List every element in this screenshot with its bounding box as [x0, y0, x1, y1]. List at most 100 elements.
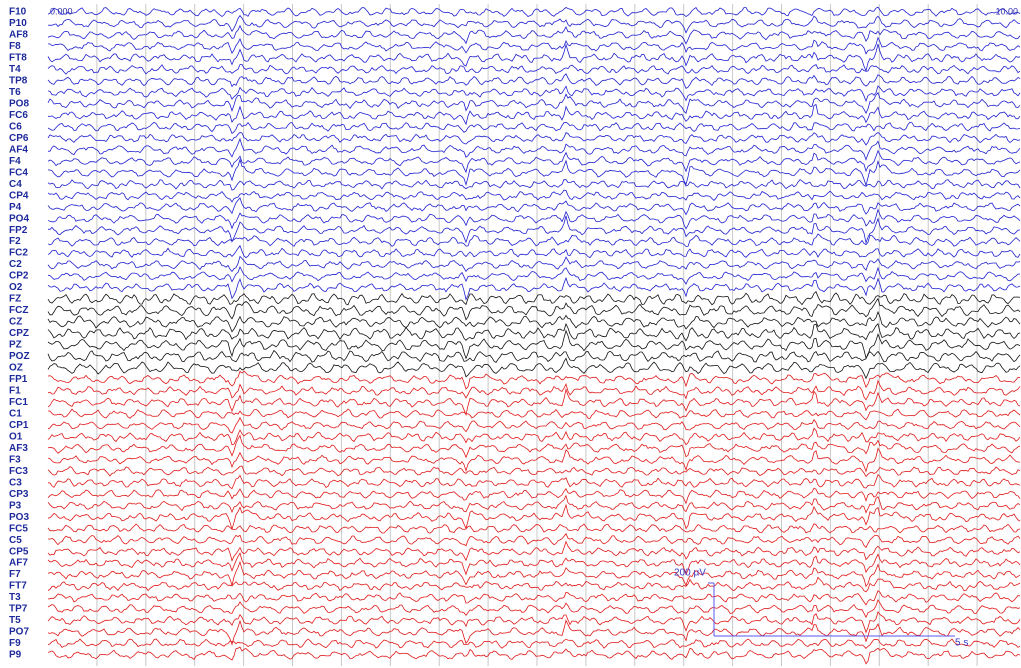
channel-label: P4 [9, 202, 22, 213]
channel-label: PO3 [9, 512, 29, 523]
eeg-trace [47, 619, 1021, 646]
channel-label: T6 [9, 87, 21, 98]
eeg-trace [47, 266, 1021, 285]
eeg-trace [47, 533, 1021, 549]
channel-labels: F10P10AF8F8FT8T4TP8T6PO8FC6C6CP6AF4F4FC4… [9, 7, 30, 661]
eeg-trace [47, 158, 1021, 187]
channel-label: F2 [9, 236, 21, 247]
channel-label: CP3 [9, 489, 29, 500]
channel-label: TP7 [9, 604, 28, 615]
eeg-trace [47, 646, 1021, 665]
channel-label: F9 [9, 638, 21, 649]
eeg-trace [47, 6, 1021, 18]
channel-label: C1 [9, 409, 22, 420]
eeg-trace [47, 255, 1021, 273]
eeg-trace [47, 503, 1021, 531]
time-grid [96, 4, 978, 666]
channel-label: CP1 [9, 420, 29, 431]
start-time: 0.000 [50, 6, 73, 16]
channel-label: PO8 [9, 99, 29, 110]
eeg-trace [47, 85, 1021, 103]
channel-label: FP1 [9, 374, 28, 385]
channel-label: FC3 [9, 466, 28, 477]
channel-label: F4 [9, 156, 21, 167]
time-label: 5 s [955, 638, 968, 649]
channel-label: POZ [9, 351, 30, 362]
channel-label: FT7 [9, 581, 27, 592]
eeg-trace [47, 349, 1021, 363]
end-time: 10.00 [995, 6, 1018, 16]
eeg-trace [47, 104, 1021, 126]
eeg-trace [47, 387, 1021, 417]
eeg-trace [47, 427, 1021, 446]
channel-label: CP6 [9, 133, 29, 144]
eeg-trace [47, 416, 1021, 434]
channel-label: P3 [9, 500, 22, 511]
eeg-trace [47, 189, 1021, 203]
eeg-trace [47, 322, 1021, 342]
channel-label: F10 [9, 7, 27, 18]
eeg-trace [47, 447, 1020, 473]
channel-label: PO4 [9, 213, 29, 224]
eeg-trace [47, 611, 1021, 634]
channel-label: FC5 [9, 523, 28, 534]
eeg-trace [47, 329, 1021, 360]
eeg-trace [47, 14, 1021, 34]
eeg-trace [47, 179, 1021, 191]
channel-label: OZ [9, 363, 23, 374]
channel-label: AF8 [9, 30, 28, 41]
eeg-trace [47, 215, 1021, 245]
eeg-trace [47, 590, 1021, 606]
channel-label: CP4 [9, 190, 29, 201]
eeg-trace [47, 552, 1021, 576]
channel-label: FP2 [9, 225, 28, 236]
eeg-trace [47, 36, 1021, 55]
channel-label: FC6 [9, 110, 28, 121]
eeg-trace [47, 149, 1021, 174]
channel-label: CP2 [9, 271, 29, 282]
channel-label: AF7 [9, 558, 28, 569]
eeg-trace [47, 310, 1021, 333]
channel-label: FCZ [9, 305, 28, 316]
channel-label: T5 [9, 615, 21, 626]
channel-label: O1 [9, 431, 23, 442]
eeg-trace [47, 494, 1021, 514]
channel-label: C6 [9, 121, 22, 132]
eeg-trace [47, 598, 1021, 619]
channel-label: C2 [9, 259, 22, 270]
channel-label: FT8 [9, 53, 27, 64]
eeg-trace [47, 43, 1021, 73]
channel-label: P9 [9, 650, 22, 661]
channel-label: T3 [9, 592, 21, 603]
eeg-trace [47, 92, 1021, 115]
channel-label: C4 [9, 179, 22, 190]
eeg-trace [47, 523, 1021, 534]
eeg-trace [47, 474, 1021, 490]
channel-label: O2 [9, 282, 23, 293]
channel-label: FZ [9, 294, 21, 305]
channel-label: C3 [9, 477, 22, 488]
eeg-trace [47, 131, 1021, 146]
eeg-trace [47, 276, 1021, 301]
eeg-trace [47, 408, 1021, 421]
eeg-trace [47, 73, 1021, 89]
eeg-trace [47, 370, 1021, 390]
channel-label: F8 [9, 41, 21, 52]
channel-label: CP5 [9, 546, 29, 557]
channel-label: AF3 [9, 443, 28, 454]
eeg-trace [47, 357, 1021, 380]
channel-label: P10 [9, 18, 27, 29]
eeg-trace [47, 64, 1021, 75]
channel-label: C5 [9, 535, 22, 546]
eeg-trace [47, 434, 1021, 459]
eeg-trace [47, 208, 1021, 230]
channel-label: FC1 [9, 397, 28, 408]
eeg-trace [47, 560, 1021, 588]
channel-label: AF4 [9, 144, 28, 155]
eeg-trace [47, 24, 1021, 45]
channel-label: T4 [9, 64, 21, 75]
channel-label: CPZ [9, 328, 29, 339]
channel-label: CZ [9, 317, 22, 328]
eeg-trace [47, 297, 1021, 321]
